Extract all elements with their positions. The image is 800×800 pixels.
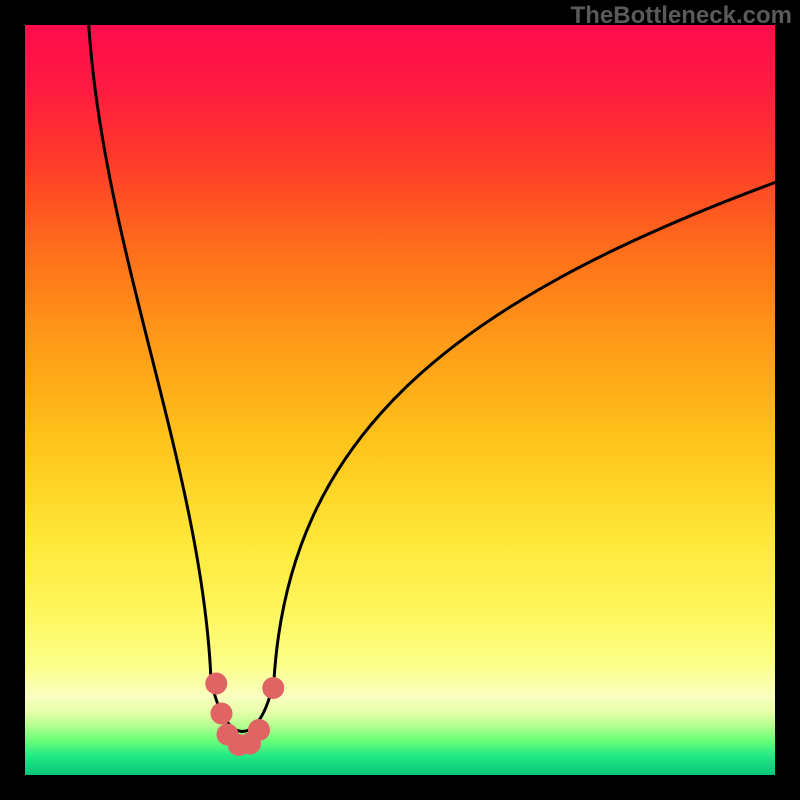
- curve-marker: [211, 703, 233, 725]
- curve-marker: [248, 719, 270, 741]
- gradient-background: [25, 25, 775, 775]
- chart-stage: TheBottleneck.com: [0, 0, 800, 800]
- curve-marker: [205, 673, 227, 695]
- curve-marker: [262, 677, 284, 699]
- chart-svg: [0, 0, 800, 800]
